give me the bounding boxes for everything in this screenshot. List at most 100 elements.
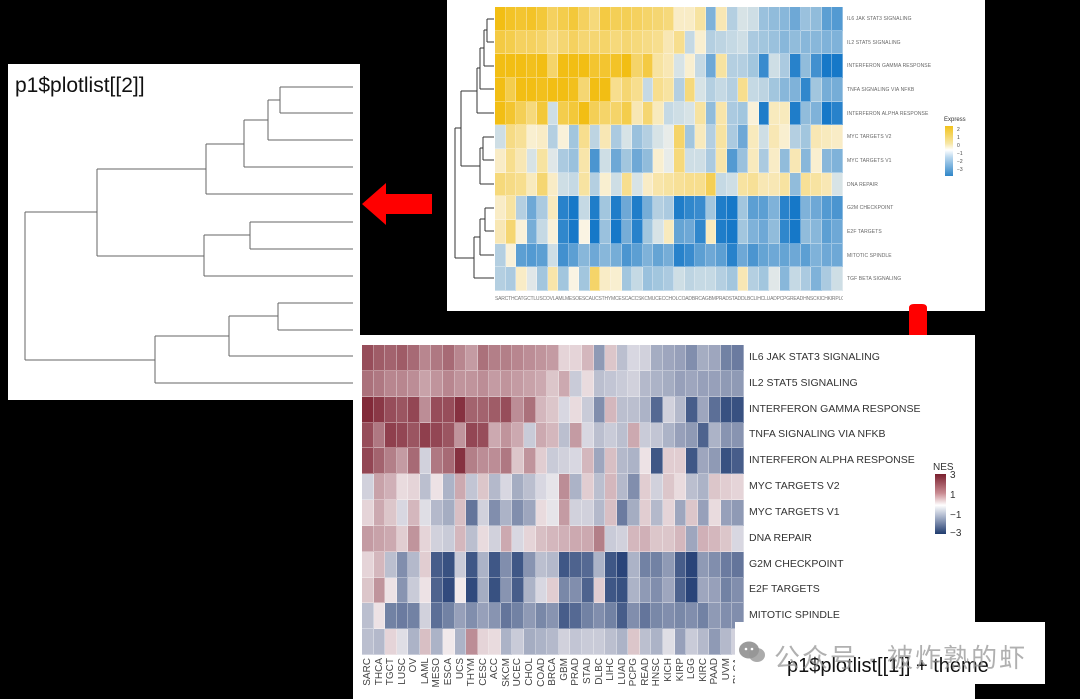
heatmap-cell: [616, 448, 629, 475]
heatmap-cell: [558, 525, 571, 552]
heatmap-cell: [466, 396, 478, 423]
heatmap-cell: [705, 148, 717, 173]
heatmap-cell: [419, 422, 432, 449]
heatmap-cell: [408, 551, 420, 578]
heatmap-cell: [516, 7, 527, 31]
heatmap-cell: [674, 396, 687, 423]
column-label: SARC: [362, 658, 373, 686]
heatmap-cell: [581, 577, 594, 604]
heatmap-cell: [516, 125, 527, 149]
heatmap-cell: [537, 30, 548, 55]
heatmap-cell: [684, 267, 696, 291]
heatmap-cell: [537, 54, 548, 78]
watermark: 公众号 · 被炸熟的虾: [740, 638, 1027, 675]
heatmap-cell: [628, 577, 640, 604]
heatmap-cell: [419, 396, 432, 423]
heatmap-cell: [558, 396, 571, 423]
heatmap-cell: [709, 422, 721, 449]
heatmap-cell: [790, 7, 801, 31]
heatmap-cell: [512, 448, 525, 475]
heatmap-cell: [653, 125, 664, 149]
heatmap-cell: [526, 243, 538, 268]
heatmap-cell: [537, 101, 548, 126]
heatmap-cell: [737, 148, 749, 173]
heatmap-cell: [697, 448, 710, 475]
heatmap-cell: [558, 370, 571, 397]
heatmap-cell: [558, 7, 569, 31]
heatmap-cell: [589, 172, 601, 197]
heatmap-cell: [642, 148, 654, 173]
heatmap-cell: [639, 396, 652, 423]
heatmap-cell: [579, 243, 590, 268]
heatmap-cell: [489, 396, 501, 423]
heatmap-cell: [373, 448, 386, 475]
heatmap-cell: [558, 101, 569, 126]
heatmap-cell: [600, 101, 611, 126]
heatmap-cell: [769, 196, 780, 220]
heatmap-cell: [500, 396, 513, 423]
heatmap-cell: [709, 603, 721, 630]
heatmap-cell: [516, 148, 527, 173]
heatmap-cell: [616, 422, 629, 449]
row-label: IL2 STAT5 SIGNALING: [749, 376, 858, 389]
heatmap-cell: [800, 101, 812, 126]
row-label: IL6 JAK STAT3 SIGNALING: [749, 350, 880, 363]
heatmap-cell: [684, 172, 696, 197]
heatmap-cell: [570, 551, 582, 578]
heatmap-cell: [748, 125, 759, 149]
heatmap-cell: [547, 77, 559, 102]
heatmap-cell: [466, 422, 478, 449]
heatmap-cell: [547, 448, 559, 475]
heatmap-cell: [674, 172, 685, 197]
heatmap-cell: [373, 422, 386, 449]
column-label: LUSC: [396, 658, 408, 685]
heatmap-cell: [611, 196, 622, 220]
heatmap-cell: [454, 422, 467, 449]
heatmap-cell: [570, 577, 582, 604]
heatmap-cell: [716, 148, 727, 173]
heatmap-cell: [526, 148, 538, 173]
heatmap-cell: [611, 101, 622, 126]
heatmap-cell: [466, 525, 478, 552]
heatmap-cell: [821, 7, 833, 31]
heatmap-cell: [579, 125, 590, 149]
heatmap-cell: [547, 7, 559, 31]
heatmap-cell: [489, 448, 501, 475]
heatmap-cell: [769, 243, 780, 268]
heatmap-cell: [621, 267, 633, 291]
heatmap-cell: [526, 219, 538, 244]
heatmap-cell: [779, 101, 791, 126]
row-label: DNA REPAIR: [847, 181, 878, 188]
row-label: IL6 JAK STAT3 SIGNALING: [847, 15, 912, 22]
heatmap-cell: [628, 603, 640, 630]
heatmap-cell: [727, 125, 738, 149]
heatmap-cell: [662, 370, 675, 397]
heatmap-cell: [674, 77, 685, 102]
heatmap-cell: [477, 396, 490, 423]
express-legend-title: Express: [944, 117, 966, 123]
heatmap-cell: [621, 125, 633, 149]
heatmap-cell: [516, 101, 527, 126]
heatmap-cell: [419, 345, 432, 371]
heatmap-cell: [686, 448, 698, 475]
heatmap-cell: [651, 525, 663, 552]
heatmap-cell: [396, 500, 409, 526]
heatmap-cell: [732, 448, 744, 475]
heatmap-cell: [524, 603, 536, 630]
heatmap-cell: [454, 500, 467, 526]
heatmap-cell: [505, 148, 517, 173]
heatmap-cell: [800, 30, 812, 55]
heatmap-cell: [758, 148, 770, 173]
heatmap-cell: [632, 77, 643, 102]
column-label: UCS: [454, 658, 466, 680]
column-label: CHOL: [524, 658, 536, 686]
heatmap-cell: [477, 629, 490, 655]
heatmap-cell: [600, 219, 611, 244]
heatmap-cell: [443, 577, 455, 604]
heatmap-cell: [621, 101, 633, 126]
heatmap-cell: [628, 422, 640, 449]
heatmap-cell: [616, 345, 629, 371]
heatmap-cell: [570, 422, 582, 449]
heatmap-cell: [600, 172, 611, 197]
heatmap-cell: [720, 603, 733, 630]
